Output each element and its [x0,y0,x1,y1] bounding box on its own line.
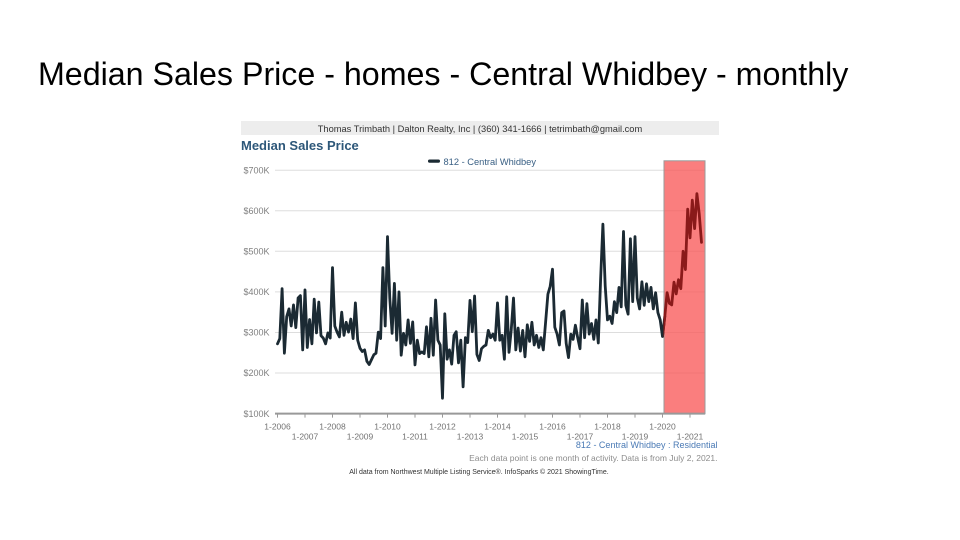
svg-text:1-2009: 1-2009 [347,432,374,442]
svg-text:1-2008: 1-2008 [319,422,346,432]
svg-text:$500K: $500K [243,247,269,257]
svg-text:$200K: $200K [243,368,269,378]
svg-text:1-2010: 1-2010 [374,422,401,432]
svg-text:$600K: $600K [243,206,269,216]
svg-text:1-2015: 1-2015 [512,432,539,442]
svg-text:1-2013: 1-2013 [457,432,484,442]
svg-text:1-2018: 1-2018 [594,422,621,432]
svg-text:$700K: $700K [243,165,269,175]
svg-text:$400K: $400K [243,287,269,297]
svg-text:1-2020: 1-2020 [649,422,676,432]
svg-text:1-2019: 1-2019 [622,432,649,442]
svg-text:1-2021: 1-2021 [677,432,704,442]
svg-text:1-2017: 1-2017 [567,432,594,442]
svg-text:1-2016: 1-2016 [539,422,566,432]
svg-text:1-2014: 1-2014 [484,422,511,432]
svg-text:$100K: $100K [243,409,269,419]
svg-text:Each data point is one month o: Each data point is one month of activity… [469,453,717,463]
svg-text:812 - Central Whidbey: 812 - Central Whidbey [444,157,537,167]
svg-text:1-2011: 1-2011 [402,432,428,442]
svg-text:$300K: $300K [243,328,269,338]
svg-text:812 - Central Whidbey : Reside: 812 - Central Whidbey : Residential [576,440,718,450]
svg-text:All data from Northwest Multip: All data from Northwest Multiple Listing… [349,468,608,476]
svg-text:1-2007: 1-2007 [292,432,319,442]
svg-text:1-2006: 1-2006 [264,422,291,432]
svg-text:1-2012: 1-2012 [429,422,456,432]
